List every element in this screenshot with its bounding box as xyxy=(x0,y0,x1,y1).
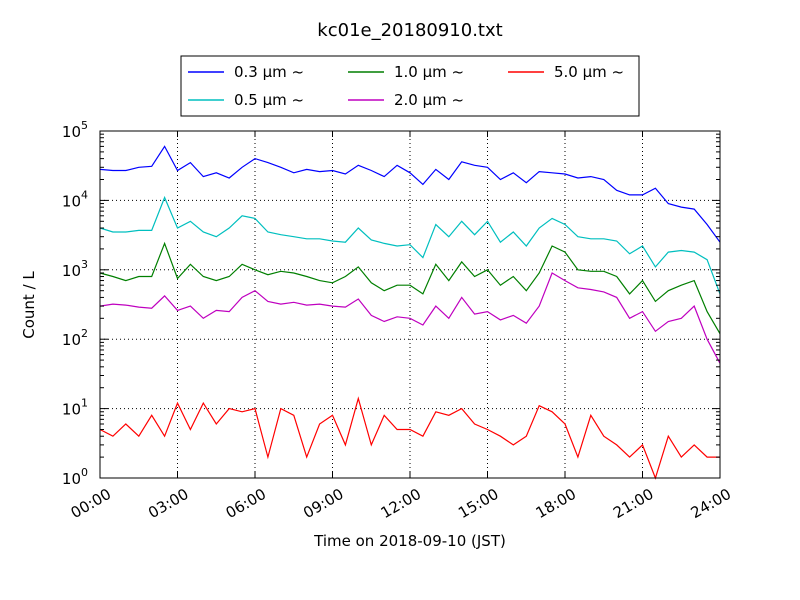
series-line-2 xyxy=(99,241,721,335)
series-lines xyxy=(99,145,721,480)
x-tick-label: 12:00 xyxy=(378,485,424,522)
legend: 0.3 μm ~ 0.5 μm ~ 1.0 μm ~ 2.0 μm ~ 5.0 μm ~ xyxy=(180,55,640,117)
legend-label: 0.3 μm ~ xyxy=(234,63,304,81)
legend-box xyxy=(180,55,640,117)
legend-label: 5.0 μm ~ xyxy=(554,63,624,81)
series-line-1 xyxy=(99,195,721,295)
x-tick-label: 06:00 xyxy=(223,485,269,522)
y-tick-label: 100 xyxy=(62,466,88,488)
grid xyxy=(100,131,720,478)
series-line-3 xyxy=(99,272,721,364)
x-tick-label: 24:00 xyxy=(688,485,734,522)
series-line-0 xyxy=(99,145,721,243)
x-tick-label: 21:00 xyxy=(610,485,656,522)
y-tick-label: 102 xyxy=(62,327,88,349)
y-tick-label: 101 xyxy=(62,397,88,419)
x-tick-label: 00:00 xyxy=(68,485,114,522)
legend-label: 1.0 μm ~ xyxy=(394,63,464,81)
x-axis-label: Time on 2018-09-10 (JST) xyxy=(313,532,506,550)
legend-label: 2.0 μm ~ xyxy=(394,91,464,109)
chart-title: kc01e_20180910.txt xyxy=(317,20,502,41)
x-tick-label: 15:00 xyxy=(455,485,501,522)
y-axis-label: Count / L xyxy=(20,271,38,339)
x-tick-label: 03:00 xyxy=(145,485,191,522)
x-tick-label: 18:00 xyxy=(533,485,579,522)
series-line-4 xyxy=(99,396,720,480)
axis-ticks: 00:00 03:00 06:00 09:00 12:00 15:00 18:00 21:00… xyxy=(62,119,734,522)
legend-label: 0.5 μm ~ xyxy=(234,91,304,109)
x-tick-label: 09:00 xyxy=(300,485,346,522)
y-tick-label: 105 xyxy=(62,119,88,141)
y-tick-label: 103 xyxy=(62,258,88,280)
y-tick-label: 104 xyxy=(62,188,88,210)
